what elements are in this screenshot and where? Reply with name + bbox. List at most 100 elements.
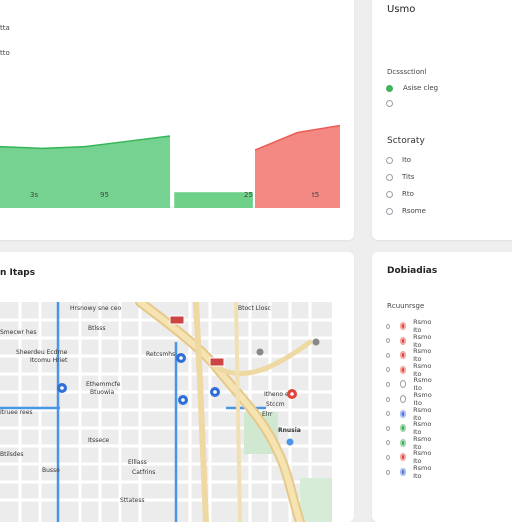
- radio-button[interactable]: [386, 381, 391, 387]
- legend-label: Rsmo Ito: [413, 318, 432, 334]
- map-view[interactable]: Hrsnowy sne ceo Btoct Llosc Smecwr hes S…: [0, 302, 332, 522]
- map-pin-icon[interactable]: [57, 383, 67, 393]
- legend-marker-icon: [400, 322, 407, 330]
- option-row[interactable]: Asise cleg: [386, 84, 438, 92]
- legend-item[interactable]: Rsmo Ito: [386, 376, 434, 392]
- legend-item[interactable]: Rsmo Ito: [386, 347, 434, 363]
- area-chart: [0, 124, 340, 208]
- radio-button[interactable]: [386, 367, 391, 373]
- area-series-1: [255, 125, 340, 208]
- map-label: Itheno eca: [264, 391, 296, 398]
- chart-panel: tta tto 3s 95 25 t5: [0, 0, 354, 240]
- x-tick-label: 95: [100, 191, 109, 199]
- radio-option[interactable]: Tits: [386, 173, 414, 181]
- park-area: [300, 478, 332, 522]
- map-label: Btuowia: [90, 389, 115, 396]
- map-label: Elrr: [262, 411, 273, 418]
- option-label: Ito: [402, 156, 412, 164]
- map-pin-icon[interactable]: [210, 387, 220, 397]
- legend-item[interactable]: Rsmo Ito: [386, 318, 434, 334]
- radio-button[interactable]: [386, 156, 393, 164]
- map-panel-title: n Itaps: [0, 268, 36, 278]
- legend-panel-title: Dobiadias: [387, 266, 438, 276]
- legend-item[interactable]: Rsmo Ito: [386, 449, 434, 465]
- radio-button[interactable]: [386, 396, 391, 402]
- legend-label: Rsmo Ito: [413, 332, 432, 349]
- map-label: Hrsnowy sne ceo: [70, 305, 121, 312]
- radio-button[interactable]: [386, 338, 391, 344]
- radio-button[interactable]: [386, 190, 393, 198]
- map-label: Itcomu Hriet: [30, 357, 68, 364]
- legend-label: Rsmo Ito: [413, 464, 432, 480]
- legend-label: Rsmo Ito: [413, 434, 432, 451]
- map-pin-icon[interactable]: [287, 389, 297, 399]
- radio-option[interactable]: Rsome: [386, 207, 426, 215]
- series-line-1: [254, 124, 340, 151]
- map-label: Btilsdes: [0, 451, 24, 458]
- legend-label: Rsmo Ito: [413, 347, 432, 364]
- map-label: Elllass: [128, 459, 147, 466]
- map-pin-icon[interactable]: [178, 395, 188, 405]
- radio-option[interactable]: Rto: [386, 190, 414, 198]
- map-panel: n Itaps: [0, 252, 354, 522]
- option-label: Tits: [402, 173, 415, 181]
- series-line-0: [0, 135, 171, 150]
- legend-item[interactable]: Rsmo Ito: [386, 464, 434, 480]
- map-pin-icon[interactable]: [176, 353, 186, 363]
- y-tick-label: tto: [0, 49, 10, 57]
- legend-marker-icon: [400, 453, 407, 462]
- map-label: Btlsss: [88, 325, 106, 332]
- legend-item[interactable]: Rsmo Ito: [386, 435, 434, 451]
- legend-item[interactable]: Rsmo Ito: [386, 362, 434, 378]
- map-label: Busso: [42, 467, 60, 474]
- x-tick-label: t5: [312, 191, 320, 199]
- map-label: Sheerdeu Ecdrne: [16, 349, 68, 356]
- legend-marker-icon: [400, 409, 407, 418]
- radio-button[interactable]: [386, 469, 391, 475]
- legend-marker-icon: [400, 380, 407, 389]
- legend-label: Rsmo Ito: [413, 376, 432, 393]
- legend-item[interactable]: Rsmo Ito: [386, 406, 434, 422]
- map-label: Itruee rees: [0, 409, 33, 416]
- radio-button[interactable]: [386, 440, 391, 446]
- legend-label: Rsmo Ito: [413, 391, 432, 407]
- x-tick-label: 25: [244, 191, 253, 199]
- option-label: Rto: [402, 190, 414, 198]
- map-label: Catfrins: [132, 469, 155, 476]
- area-series-dip: [174, 192, 253, 208]
- radio-option[interactable]: Ito: [386, 156, 411, 164]
- legend-panel: Dobiadias Rcuunrsge Rsmo Ito Rsmo Ito Rsmo…: [372, 252, 512, 522]
- radio-button[interactable]: [386, 207, 393, 215]
- option-label: Asise cleg: [403, 84, 439, 92]
- map-label: Retcsmhs: [146, 351, 175, 358]
- legend-marker-icon: [400, 468, 407, 476]
- section-label: Sctoraty: [387, 136, 425, 146]
- radio-button[interactable]: [386, 411, 391, 417]
- filter-panel-title: Usmo: [387, 4, 416, 15]
- y-tick-label: tta: [0, 24, 10, 32]
- area-series-0: [0, 136, 170, 208]
- info-icon[interactable]: [256, 338, 320, 446]
- radio-button[interactable]: [386, 100, 393, 107]
- legend-label: Rsmo Ito: [413, 449, 432, 466]
- legend-item[interactable]: Rsmo Ito: [386, 391, 434, 407]
- map-label: Rnusia: [278, 427, 301, 434]
- radio-button[interactable]: [386, 323, 391, 329]
- section-label: Dcsssctionl: [387, 68, 427, 76]
- map-label: Stccm: [266, 401, 285, 408]
- legend-label: Rsmo Ito: [413, 405, 432, 422]
- option-row[interactable]: [386, 100, 393, 107]
- legend-item[interactable]: Rsmo Ito: [386, 333, 434, 349]
- map-label: Itssece: [88, 437, 109, 444]
- radio-button[interactable]: [386, 425, 391, 431]
- radio-button[interactable]: [386, 173, 393, 181]
- legend-label: Rsmo Ito: [413, 361, 432, 378]
- radio-button[interactable]: [386, 454, 391, 460]
- legend-subtitle: Rcuunrsge: [387, 302, 425, 310]
- filter-panel: Usmo Dcsssctionl Asise cleg Sctoraty Ito…: [372, 0, 512, 240]
- radio-button[interactable]: [386, 352, 391, 358]
- legend-item[interactable]: Rsmo Ito: [386, 420, 434, 436]
- legend-marker-icon: [400, 395, 407, 403]
- map-label: Sttatess: [120, 497, 145, 504]
- map-label: Btoct Llosc: [238, 305, 271, 312]
